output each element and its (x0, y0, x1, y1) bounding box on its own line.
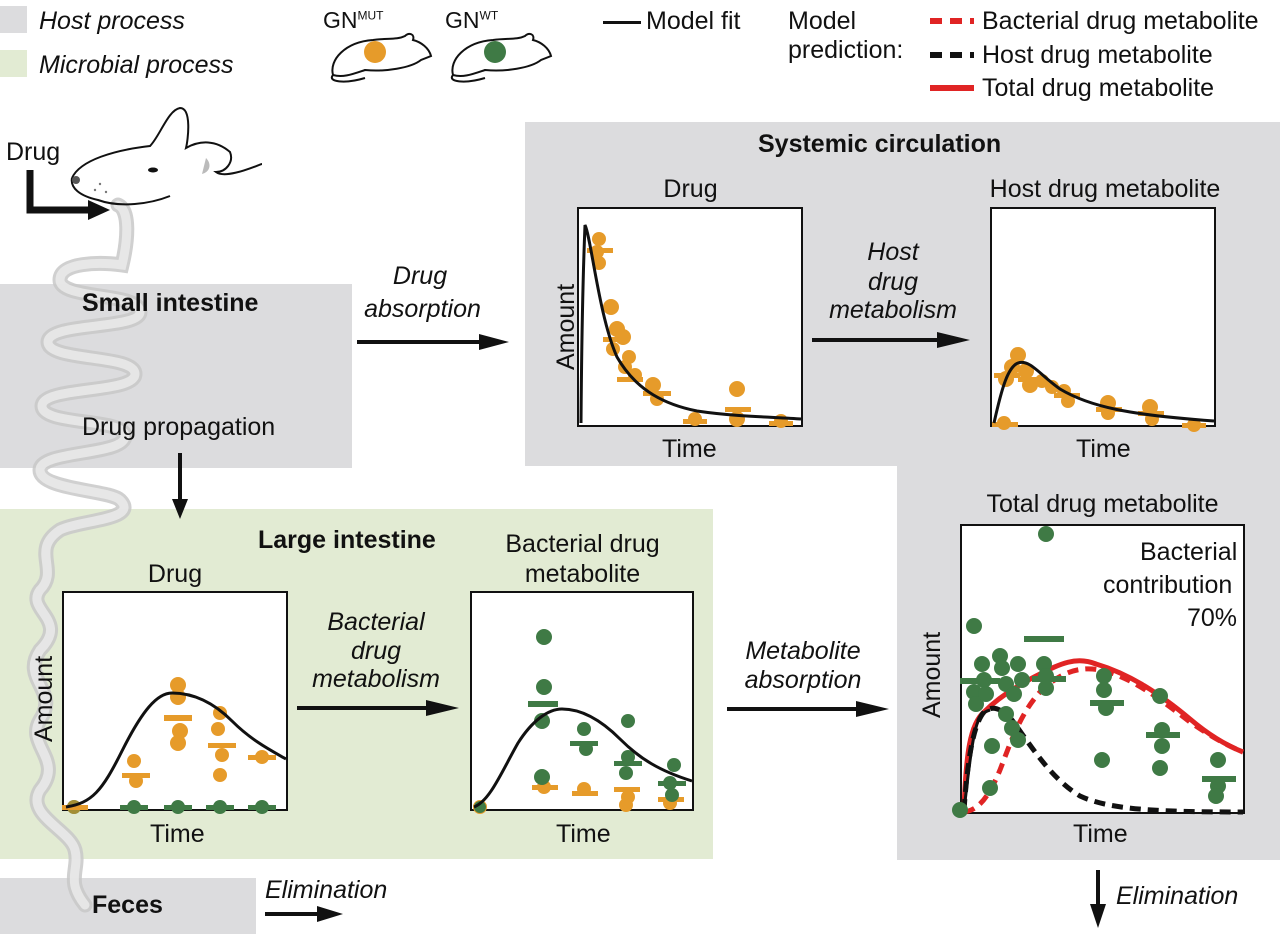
metabolite-absorption-label-2: absorption (744, 666, 862, 694)
feces-label: Feces (92, 891, 163, 919)
bacterial-metabolism-label-2: drug (350, 637, 402, 665)
large-drug-plot-marks (62, 677, 287, 814)
mouse-gn-wt-icon (450, 32, 553, 83)
legend-total-line (930, 85, 974, 91)
host-metabolite-title: Host drug metabolite (989, 175, 1221, 203)
bacterial-metabolism-label-1: Bacterial (327, 608, 425, 636)
drug-absorption-arrow (357, 334, 509, 350)
host-metabolism-label-1: Host (867, 238, 919, 266)
metabolite-absorption-arrow (727, 701, 889, 717)
large-drug-title: Drug (147, 560, 203, 588)
legend-host-dash (930, 52, 974, 58)
legend-host-label: Host process (39, 7, 185, 35)
gn-wt-sup: WT (479, 8, 499, 23)
metabolite-absorption-label-1: Metabolite (745, 637, 861, 665)
total-metabolite-xlabel: Time (1073, 820, 1128, 848)
legend-host-metabolite-label: Host drug metabolite (982, 41, 1213, 69)
bacterial-metabolite-title-1: Bacterial drug (505, 530, 660, 558)
drug-absorption-label-1: Drug (392, 262, 448, 290)
mouse-head-icon (70, 106, 263, 206)
bacterial-metabolite-plot-marks (473, 629, 693, 814)
legend-model-fit-line (603, 21, 641, 24)
total-metabolite-annotation-1: Bacterial (1140, 538, 1238, 566)
host-metabolite-plot-marks (992, 347, 1215, 432)
elimination-systemic-label: Elimination (1116, 882, 1239, 910)
systemic-drug-xlabel: Time (662, 435, 717, 463)
small-intestine-title: Small intestine (82, 289, 259, 317)
total-metabolite-annotation-2: contribution (1103, 571, 1233, 599)
large-intestine-title: Large intestine (258, 526, 436, 554)
total-metabolite-title: Total drug metabolite (986, 490, 1219, 518)
elimination-feces-label: Elimination (265, 876, 388, 904)
legend-host-swatch (0, 6, 27, 33)
elimination-feces-arrow (265, 906, 343, 922)
total-metabolite-plot-marks (952, 526, 1244, 818)
legend-model-prediction-label-2: prediction: (788, 36, 904, 64)
total-metabolite-ylabel: Amount (918, 631, 946, 718)
legend-microbial-swatch (0, 50, 27, 77)
bacterial-metabolism-label-3: metabolism (312, 665, 440, 693)
elimination-systemic-arrow (1090, 870, 1106, 928)
drug-propagation-arrow (172, 453, 188, 519)
host-metabolism-label-3: metabolism (829, 296, 957, 324)
small-intestine-panel (0, 284, 352, 468)
large-drug-xlabel: Time (150, 820, 205, 848)
feces-panel (0, 878, 256, 934)
systemic-drug-plot (577, 207, 803, 427)
drug-absorption-label-2: absorption (364, 295, 481, 323)
mouse-gn-mut-icon (330, 32, 433, 83)
legend-model-fit-label: Model fit (646, 7, 741, 35)
host-metabolism-arrow (812, 332, 970, 348)
host-metabolism-label-2: drug (867, 268, 919, 296)
gn-prefix-2: GN (445, 7, 480, 33)
systemic-drug-plot-marks (579, 224, 802, 428)
gn-prefix: GN (323, 7, 358, 33)
large-drug-ylabel: Amount (30, 655, 58, 742)
bacterial-metabolite-title-2: metabolite (524, 560, 641, 588)
legend-microbial-label: Microbial process (39, 51, 234, 79)
legend-bacterial-label: Bacterial drug metabolite (982, 7, 1259, 35)
systemic-drug-title: Drug (663, 175, 718, 203)
drug-propagation-label: Drug propagation (82, 413, 276, 441)
legend-bacterial-dash (930, 18, 974, 24)
systemic-circulation-title: Systemic circulation (758, 130, 1002, 158)
gn-mut-sup: MUT (357, 8, 384, 23)
legend-total-label: Total drug metabolite (982, 74, 1215, 102)
legend-gn-wt-label: GNWT (445, 7, 498, 34)
bacterial-metabolite-plot (470, 591, 694, 811)
bacterial-metabolite-xlabel: Time (556, 820, 611, 848)
legend-gn-mut-label: GNMUT (323, 7, 384, 34)
host-metabolite-xlabel: Time (1076, 435, 1131, 463)
bacterial-metabolism-arrow (297, 700, 459, 716)
total-metabolite-annotation-3: 70% (1187, 604, 1238, 632)
drug-input-arrow (26, 170, 110, 220)
legend-model-prediction-label-1: Model (788, 7, 857, 35)
drug-input-label: Drug (6, 138, 61, 166)
